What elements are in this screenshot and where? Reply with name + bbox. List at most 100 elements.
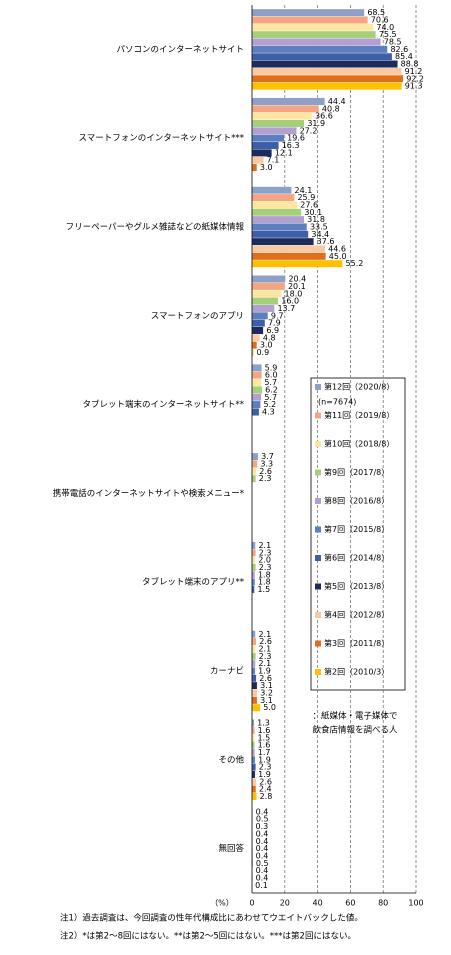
value-label: 1.8 <box>258 578 271 587</box>
legend-swatch <box>315 640 321 647</box>
value-label: 6.0 <box>265 371 278 380</box>
bar <box>251 60 398 68</box>
value-label: 18.0 <box>285 289 303 298</box>
value-label: 13.7 <box>277 304 295 313</box>
value-label: 24.1 <box>295 186 313 195</box>
legend-label: 第12回（2020/8） <box>324 382 394 392</box>
bar <box>251 378 262 387</box>
x-tick-label: 60 <box>345 899 355 908</box>
value-label: 1.3 <box>257 719 270 728</box>
value-label: 1.9 <box>258 667 271 676</box>
bar <box>251 201 298 209</box>
bar <box>251 230 309 239</box>
bar <box>251 259 343 268</box>
bar <box>251 112 313 120</box>
bar <box>251 104 320 113</box>
x-tick-label: 100 <box>408 899 423 908</box>
bar <box>251 311 269 320</box>
value-label: 0.5 <box>256 815 269 824</box>
bar <box>251 119 305 128</box>
value-label: 0.4 <box>256 807 269 816</box>
value-label: 0.4 <box>256 851 269 860</box>
bar <box>251 245 326 253</box>
value-label: 5.2 <box>264 400 277 409</box>
bar <box>251 696 258 705</box>
value-label: 5.9 <box>265 363 278 372</box>
legend-label: 第7回（2015/8） <box>324 524 389 534</box>
bar <box>251 371 262 380</box>
value-label: 31.8 <box>307 215 325 224</box>
bar <box>251 400 261 409</box>
value-label: 3.2 <box>260 689 273 698</box>
value-label: 2.8 <box>260 792 273 801</box>
annotation: ：紙媒体・電子媒体で <box>312 711 397 722</box>
value-label: 37.6 <box>317 237 335 246</box>
value-label: 3.0 <box>260 163 273 172</box>
bar <box>251 770 256 779</box>
bar <box>251 637 257 646</box>
value-label: 78.5 <box>384 38 402 47</box>
legend-box <box>310 377 406 691</box>
legend-swatch <box>315 555 321 561</box>
bar <box>251 563 256 572</box>
bar <box>251 215 305 224</box>
value-label: 3.1 <box>260 681 273 690</box>
value-label: 7.9 <box>268 319 281 328</box>
value-label: 20.4 <box>288 275 306 284</box>
legend-label: 第3回（2011/8） <box>324 638 389 648</box>
value-label: 1.7 <box>258 748 271 757</box>
y-tick-label: カーナビ <box>210 667 244 677</box>
value-label: 2.6 <box>259 467 272 476</box>
x-tick-label: 40 <box>313 899 323 908</box>
bar <box>251 408 260 416</box>
x-axis-label: （%） <box>210 899 234 908</box>
bar <box>251 452 259 461</box>
footnote: 注2）*は第2～8回にはない。**は第2～5回にはない。***は第2回にはない。 <box>60 931 356 942</box>
bar <box>251 275 286 283</box>
bar <box>251 785 257 794</box>
bar <box>251 45 388 54</box>
value-label: 0.1 <box>255 881 268 890</box>
bar <box>251 755 256 764</box>
value-label: 45.0 <box>329 252 347 261</box>
value-label: 4.3 <box>262 407 275 416</box>
value-label: 44.4 <box>328 97 346 106</box>
value-label: 1.8 <box>258 570 271 579</box>
value-label: 1.6 <box>258 726 271 735</box>
bar <box>251 289 282 298</box>
bar <box>251 74 404 83</box>
value-label: 2.1 <box>258 541 271 550</box>
x-tick-label: 20 <box>280 899 290 908</box>
legend-swatch <box>315 526 321 533</box>
bar <box>251 237 314 246</box>
bar <box>251 630 256 639</box>
bar <box>251 652 256 661</box>
value-label: 2.6 <box>259 637 272 646</box>
bar <box>251 52 393 61</box>
bar <box>251 541 256 550</box>
bar <box>251 467 257 476</box>
bar <box>251 571 256 579</box>
value-label: 5.0 <box>263 703 276 712</box>
value-label: 1.5 <box>257 733 270 742</box>
value-label: 2.1 <box>258 644 271 653</box>
legend-label: 第5回（2013/8） <box>324 581 389 591</box>
legend-label: 第10回（2018/8） <box>324 439 394 449</box>
bar <box>251 8 365 17</box>
legend-label: 第9回（2017/8） <box>324 467 389 477</box>
value-label: 1.9 <box>258 770 271 779</box>
value-label: 2.3 <box>259 763 272 772</box>
value-label: 19.6 <box>287 134 305 143</box>
bar <box>251 97 325 106</box>
legend-label: 第6回（2014/8） <box>324 553 389 563</box>
y-tick-label: スマートフォンのインターネットサイト*** <box>79 134 245 144</box>
legend-swatch <box>315 498 321 504</box>
bar <box>251 23 374 32</box>
y-tick-label: タブレット端末のアプリ** <box>142 577 244 588</box>
value-label: 3.1 <box>260 696 273 705</box>
legend-label: 第4回（2012/8） <box>324 610 389 620</box>
value-label: 3.7 <box>261 452 274 461</box>
value-label: 0.4 <box>256 866 269 875</box>
x-tick-label: 80 <box>378 899 388 908</box>
